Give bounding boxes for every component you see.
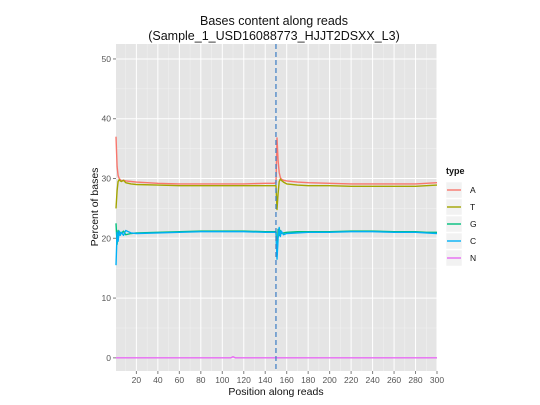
series-line-t (115, 178, 438, 211)
y-tick-label: 20 (102, 233, 112, 243)
x-tick-label: 180 (301, 375, 315, 385)
chart-title: Bases content along reads (200, 14, 348, 28)
y-axis-ticks: 0 10 20 30 40 50 (102, 54, 116, 363)
x-tick-label: 20 (132, 375, 142, 385)
x-tick-label: 100 (215, 375, 229, 385)
x-tick-label: 220 (344, 375, 358, 385)
legend-label-g: G (470, 219, 477, 229)
y-tick-label: 0 (106, 353, 111, 363)
x-tick-label: 80 (196, 375, 206, 385)
legend-label-t: T (470, 202, 475, 212)
x-tick-label: 240 (365, 375, 379, 385)
x-tick-label: 140 (258, 375, 272, 385)
y-tick-label: 40 (102, 114, 112, 124)
legend-label-c: C (470, 236, 476, 246)
x-tick-label: 120 (237, 375, 251, 385)
chart-subtitle: (Sample_1_USD16088773_HJJT2DSXX_L3) (148, 29, 400, 43)
legend-title: type (446, 166, 465, 176)
series-line-n (116, 356, 437, 359)
series-lines (115, 136, 438, 359)
y-tick-label: 10 (102, 293, 112, 303)
x-tick-label: 260 (387, 375, 401, 385)
y-tick-label: 50 (102, 54, 112, 64)
y-axis-label: Percent of bases (89, 168, 101, 247)
x-axis-ticks: 20 40 60 80 100 120 140 160 180 200 220 240 260 280 30… (132, 371, 444, 385)
series-line-c (115, 226, 438, 266)
legend-label-n: N (470, 253, 476, 263)
x-tick-label: 280 (408, 375, 422, 385)
legend-label-a: A (470, 185, 476, 195)
x-tick-label: 200 (323, 375, 337, 385)
y-tick-label: 30 (102, 174, 112, 184)
x-axis-label: Position along reads (228, 386, 323, 398)
x-tick-label: 60 (175, 375, 185, 385)
x-tick-label: 40 (153, 375, 163, 385)
x-tick-label: 160 (280, 375, 294, 385)
x-tick-label: 300 (430, 375, 444, 385)
